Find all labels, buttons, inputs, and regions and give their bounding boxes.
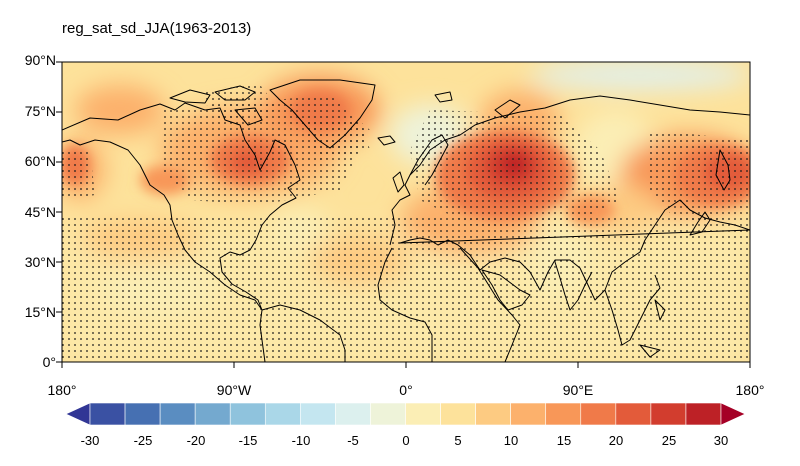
colorbar-swatch [580,402,617,426]
lat-label-75n: 75°N [24,103,56,119]
coast-south-america [259,304,346,362]
coast-japan [689,211,711,236]
colorbar-swatch [440,402,476,426]
coast-africa [377,247,521,362]
lat-label-15n: 15°N [24,304,56,320]
colorbar-swatch [335,402,371,426]
lat-label-60n: 60°N [24,153,56,169]
lat-label-0: 0° [42,354,56,370]
colorbar-swatch [229,402,266,426]
colorbar-swatch [510,402,547,426]
colorbar-tick: 10 [503,433,519,448]
stippling [62,85,750,362]
colorbar-tick: 20 [608,433,624,448]
lat-label-45n: 45°N [24,204,56,220]
colorbar [65,402,746,426]
lon-label-90w: 90°W [216,382,252,398]
colorbar-swatch [650,402,687,426]
coast-india [554,261,593,311]
colorbar-swatch [370,402,406,426]
colorbar-swatch [89,402,126,426]
colorbar-tick: -20 [186,433,206,448]
colorbar-tick: 5 [454,433,462,448]
coast-eurasia [389,95,750,301]
colorbar-tick: -5 [347,433,359,448]
colorbar-swatch [300,402,336,426]
coast-scandinavia [409,134,449,186]
lon-label-180e: 180° [735,382,765,398]
lon-label-0: 0° [399,382,413,398]
lat-label-30n: 30°N [24,254,56,270]
lon-label-90e: 90°E [562,382,594,398]
coast-arctic-islands [434,91,521,119]
colorbar-tick: 25 [661,433,677,448]
colorbar-arrow-high [720,402,746,426]
colorbar-swatch [685,402,722,426]
axis-ticks [56,61,751,368]
coast-kamchatka [715,149,731,191]
colorbar-swatch [159,402,196,426]
colorbar-swatch [545,402,582,426]
field-layer [62,62,750,362]
colorbar-tick: 30 [713,433,729,448]
coast-greenland [269,79,376,149]
coast-arabia [481,269,531,311]
map-title: reg_sat_sd_JJA(1963-2013) [62,20,252,37]
colorbar-tick: 0 [402,433,410,448]
colorbar-swatch [194,402,231,426]
lon-label-180w: 180° [47,382,77,398]
colorbar-tick: -15 [238,433,258,448]
colorbar-tick: -30 [80,433,100,448]
coast-se-asia [604,274,661,346]
colorbar-tick: -25 [133,433,153,448]
coast-canadian-islands [169,85,263,126]
colorbar-swatch [124,402,161,426]
coast-north-america [62,102,301,311]
colorbar-swatch [475,402,511,426]
colorbar-swatch [264,402,301,426]
colorbar-swatch [405,402,441,426]
colorbar-arrow-low [65,402,91,426]
coastlines [62,79,750,362]
colorbar-tick: -10 [291,433,311,448]
coast-british-isles [392,171,405,193]
coast-maritime [639,299,666,358]
colorbar-tick: 15 [556,433,572,448]
lat-label-90n: 90°N [24,52,56,68]
colorbar-swatch [615,402,652,426]
coast-iceland [377,135,396,146]
